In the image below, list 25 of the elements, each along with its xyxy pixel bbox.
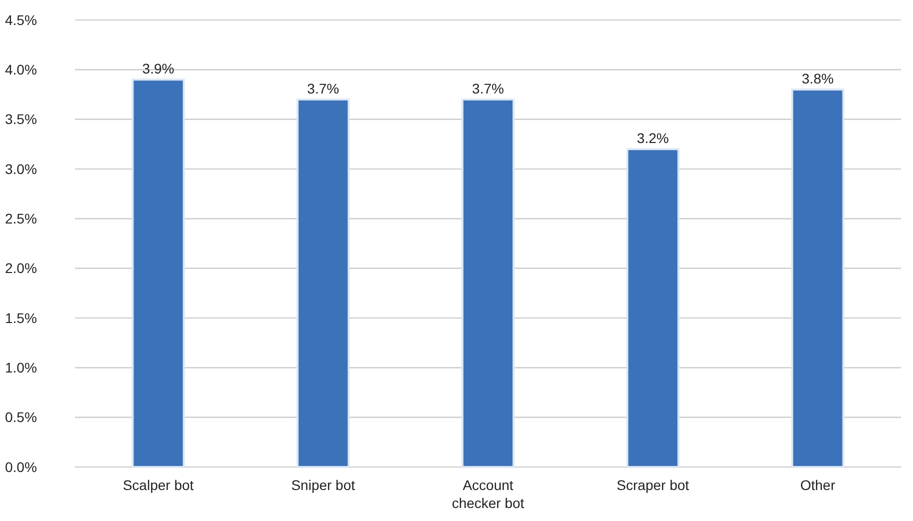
data-label: 3.2% (636, 130, 669, 146)
y-tick-label: 3.5% (5, 111, 37, 128)
bar (791, 88, 844, 468)
y-tick-label: 1.5% (5, 310, 37, 326)
x-tick-label: Account checker bot (452, 477, 524, 511)
x-tick-label: Scraper bot (616, 477, 690, 493)
bar (132, 78, 185, 468)
x-tick-label: Sniper bot (291, 477, 356, 493)
x-tick-label: Scalper bot (122, 477, 194, 493)
y-tick-label: 1.0% (5, 360, 37, 376)
x-tick-label: Other (800, 477, 836, 493)
bar (296, 98, 350, 468)
y-tick-label: 2.5% (5, 210, 37, 227)
y-tick-label: 3.0% (5, 160, 37, 177)
y-tick-label: 4.0% (5, 62, 37, 78)
data-label: 3.8% (802, 70, 834, 87)
bar (626, 148, 680, 468)
y-tick-label: 0.0% (5, 458, 37, 475)
y-tick-label: 2.0% (5, 260, 37, 276)
y-tick-label: 4.5% (5, 12, 37, 28)
bar (461, 98, 515, 468)
data-label: 3.9% (142, 60, 174, 77)
y-tick-label: 0.5% (5, 409, 37, 426)
data-label: 3.7% (307, 80, 340, 96)
data-label: 3.7% (472, 80, 504, 96)
